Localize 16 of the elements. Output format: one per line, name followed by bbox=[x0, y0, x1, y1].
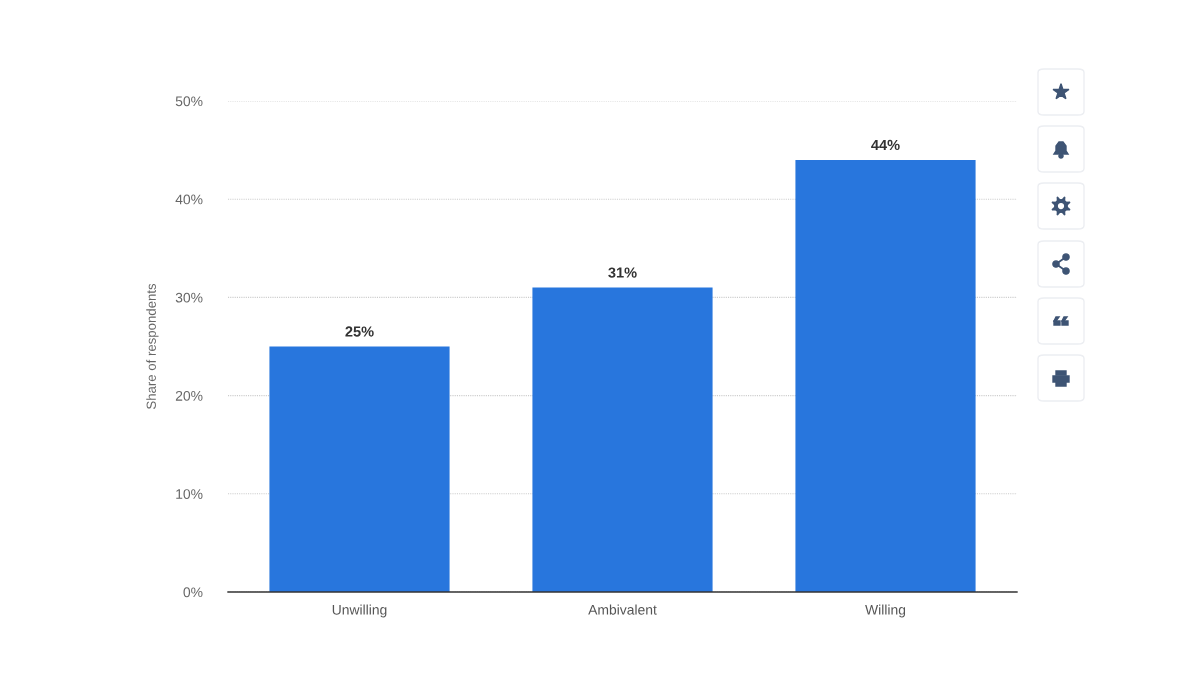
bar bbox=[532, 287, 713, 592]
x-tick-label: Ambivalent bbox=[588, 604, 657, 615]
y-tick-label: 0% bbox=[183, 587, 203, 598]
y-tick-label: 50% bbox=[175, 96, 203, 107]
y-tick-label: 20% bbox=[175, 390, 203, 401]
x-tick-label: Unwilling bbox=[332, 604, 387, 618]
data-label: 44% bbox=[871, 139, 900, 151]
bar bbox=[795, 159, 976, 592]
x-tick-label: Willing bbox=[865, 604, 906, 618]
bar bbox=[269, 346, 450, 592]
y-tick-label: 40% bbox=[175, 194, 203, 205]
y-tick-label: 30% bbox=[175, 292, 203, 303]
data-label: 25% bbox=[345, 326, 374, 337]
y-axis-title: Share of respondents bbox=[146, 283, 159, 409]
y-tick-label: 10% bbox=[176, 489, 203, 499]
data-label: 31% bbox=[608, 267, 637, 278]
